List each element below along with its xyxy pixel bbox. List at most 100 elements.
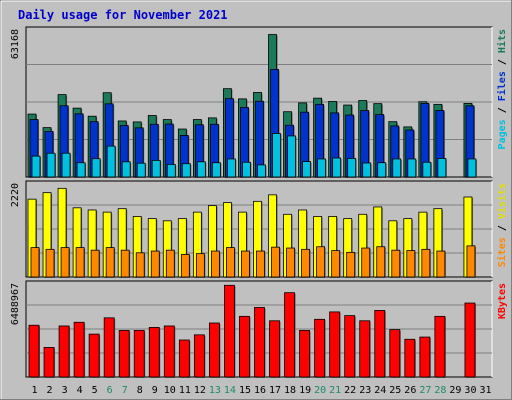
- bar-sites-day-8: [135, 252, 145, 278]
- bar-kbytes-day-7: [118, 329, 130, 378]
- bar-kbytes-day-25: [389, 329, 401, 378]
- x-tick-label: 24: [374, 385, 386, 396]
- bar-sites-day-22: [346, 251, 356, 278]
- bar-pages-day-1: [31, 155, 41, 178]
- bar-sites-day-3: [60, 247, 70, 278]
- bar-pages-day-12: [196, 161, 206, 178]
- bar-sites-day-14: [226, 247, 235, 278]
- bar-kbytes-day-19: [299, 329, 310, 378]
- x-tick-label: 15: [239, 385, 251, 396]
- bar-pages-day-21: [332, 157, 342, 178]
- bar-pages-day-26: [407, 158, 417, 178]
- x-tick-label: 26: [404, 385, 416, 396]
- bar-kbytes-day-22: [344, 315, 356, 378]
- bar-kbytes-day-1: [28, 324, 40, 378]
- x-tick-label: 7: [122, 385, 128, 396]
- bar-pages-day-16: [257, 164, 266, 178]
- x-axis-day-labels: 1 2 3 4 5 6 7 8 9 10 11 12 13 14 15 16 17 18 19 20 21 22 23 24 2…: [32, 385, 492, 396]
- x-tick-label: 22: [344, 385, 356, 396]
- bar-sites-day-16: [256, 250, 265, 278]
- x-tick-label: 25: [389, 385, 401, 396]
- legend-entry: Files: [496, 71, 508, 101]
- x-tick-label: 13: [209, 385, 221, 396]
- bar-sites-day-26: [406, 250, 416, 278]
- bar-kbytes-day-21: [329, 311, 341, 378]
- panel-visits-max-label: 2220: [10, 183, 21, 207]
- bar-sites-day-7: [120, 249, 130, 278]
- bar-pages-day-15: [242, 161, 251, 178]
- bar-sites-day-6: [105, 247, 115, 278]
- x-tick-label: 2: [47, 385, 53, 396]
- legend-entry: KBytes: [497, 283, 508, 319]
- bar-sites-day-28: [436, 250, 446, 278]
- bar-sites-day-20: [316, 246, 326, 278]
- bar-pages-day-2: [46, 152, 56, 178]
- bar-pages-day-6: [106, 145, 116, 178]
- panel-kbytes-legend: KBytes: [497, 283, 508, 319]
- bar-pages-day-27: [422, 161, 432, 178]
- panel-hits-max-label: 63168: [10, 29, 21, 59]
- bar-pages-day-18: [287, 135, 296, 178]
- x-tick-label: 16: [254, 385, 266, 396]
- bar-kbytes-day-20: [314, 318, 326, 378]
- bar-kbytes-day-5: [88, 333, 100, 378]
- bar-kbytes-day-27: [419, 336, 431, 378]
- bar-kbytes-day-3: [58, 325, 70, 378]
- x-tick-label: 3: [62, 385, 68, 396]
- x-tick-label: 6: [107, 385, 113, 396]
- bar-kbytes-day-15: [239, 315, 250, 378]
- legend-entry: /: [497, 53, 508, 71]
- chart-title: Daily usage for November 2021: [18, 8, 228, 22]
- x-tick-label: 1: [32, 385, 38, 396]
- bar-pages-day-3: [61, 152, 71, 178]
- bar-kbytes-day-14: [224, 284, 235, 378]
- bar-pages-day-28: [437, 158, 447, 178]
- panel-hits: 63168 Pages / Files / Hits: [10, 26, 508, 178]
- bar-kbytes-day-9: [148, 327, 160, 378]
- bar-sites-day-4: [75, 247, 85, 278]
- bar-pages-day-10: [166, 164, 176, 178]
- legend-entry: Sites: [496, 237, 508, 267]
- x-tick-label: 20: [314, 385, 326, 396]
- bar-sites-day-2: [45, 248, 55, 278]
- chart-panels: 63168 Pages / Files / Hits 2220 Sites / Vis…: [10, 26, 508, 378]
- bar-pages-day-20: [317, 158, 327, 178]
- bar-sites-day-17: [271, 246, 280, 278]
- bar-kbytes-day-12: [193, 334, 205, 378]
- x-tick-label: 10: [164, 385, 176, 396]
- bar-pages-day-9: [151, 159, 161, 178]
- bar-sites-day-24: [376, 246, 386, 278]
- bar-pages-day-11: [181, 163, 191, 178]
- panel-kbytes: 6488967 KBytes: [10, 280, 508, 378]
- bar-sites-day-18: [286, 247, 295, 278]
- x-tick-label: 9: [152, 385, 158, 396]
- bar-sites-day-5: [90, 249, 100, 278]
- bar-kbytes-day-18: [284, 292, 295, 378]
- x-tick-label: 31: [479, 385, 491, 396]
- x-tick-label: 30: [464, 385, 476, 396]
- x-tick-label: 5: [92, 385, 98, 396]
- bar-kbytes-day-16: [254, 307, 265, 378]
- legend-entry: Visits: [496, 183, 508, 219]
- x-tick-label: 18: [284, 385, 296, 396]
- bar-sites-day-23: [361, 247, 371, 278]
- bar-kbytes-day-24: [374, 310, 386, 378]
- bar-sites-day-19: [301, 248, 310, 278]
- bar-kbytes-day-26: [404, 338, 416, 378]
- panel-visits: 2220 Sites / Visits: [10, 180, 508, 278]
- bar-kbytes-day-2: [43, 347, 55, 378]
- bar-sites-day-11: [180, 254, 190, 278]
- bar-pages-day-24: [377, 162, 387, 178]
- bar-sites-day-9: [150, 250, 160, 278]
- bar-sites-day-30: [466, 245, 476, 278]
- x-tick-label: 28: [434, 385, 446, 396]
- x-tick-label: 11: [179, 385, 191, 396]
- bar-kbytes-day-23: [359, 320, 371, 378]
- x-tick-label: 17: [269, 385, 281, 396]
- bar-sites-day-27: [421, 248, 431, 278]
- bar-pages-day-4: [76, 162, 86, 178]
- bar-sites-day-10: [165, 249, 175, 278]
- bar-pages-day-5: [91, 158, 101, 178]
- legend-entry: Pages: [497, 119, 508, 149]
